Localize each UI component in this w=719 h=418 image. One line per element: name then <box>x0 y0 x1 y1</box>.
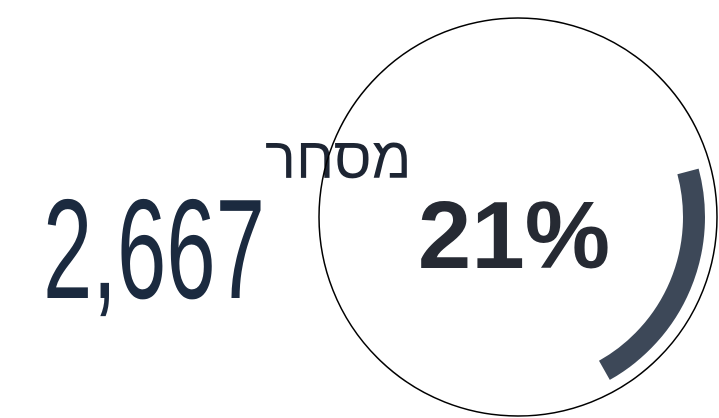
stat-value: 2,667 <box>43 170 265 329</box>
ring-outline <box>318 17 718 417</box>
progress-arc <box>598 168 705 380</box>
stat-label: מסחר <box>265 126 411 191</box>
percent-label: 21% <box>418 182 610 289</box>
